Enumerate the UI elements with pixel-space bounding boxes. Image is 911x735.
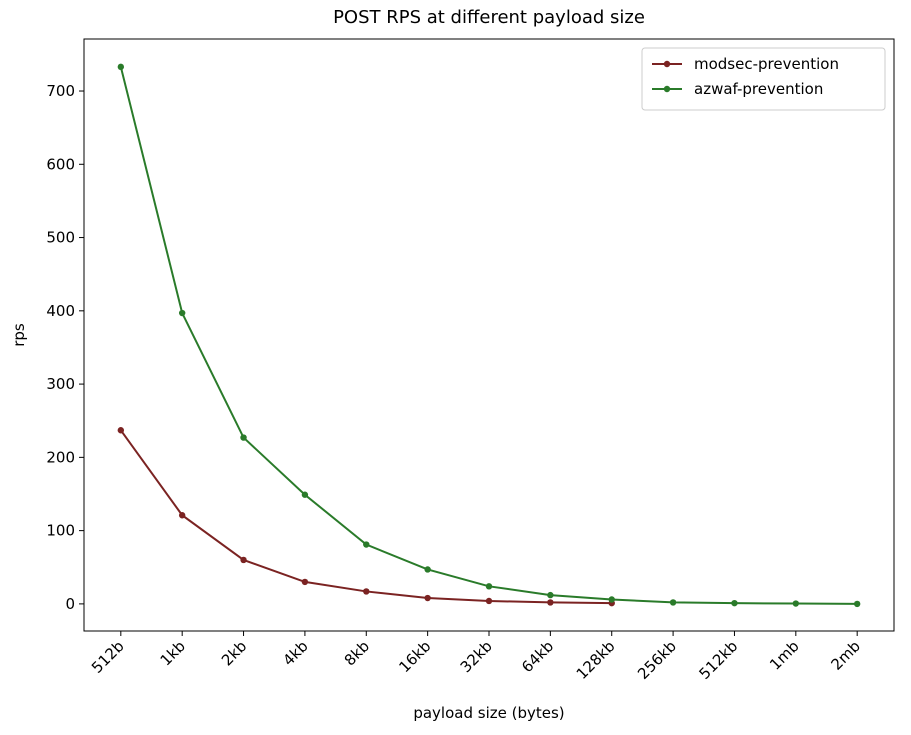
series-point [240,434,247,441]
series-point [117,63,125,71]
y-axis-label: rps [10,323,28,347]
series-point [547,591,554,599]
x-tick-label: 2kb [218,637,250,669]
series-point [485,597,493,605]
x-tick-label: 1kb [157,637,189,669]
legend-label: azwaf-prevention [694,80,823,98]
series-point [424,594,431,602]
x-tick-label: 4kb [279,637,311,669]
series-point [792,600,800,607]
legend-label: modsec-prevention [694,55,839,73]
legend-marker [663,85,671,93]
series-line [119,66,858,605]
series-point [731,599,738,607]
series-point [363,588,370,595]
series-point [424,566,431,573]
series-line [120,429,612,605]
x-tick-label: 64kb [518,637,557,676]
y-tick-label: 100 [46,522,75,540]
x-axis-label: payload size (bytes) [413,704,564,722]
x-tick-label: 32kb [457,637,496,676]
series-point [117,427,125,434]
y-tick-label: 400 [46,302,75,320]
y-tick-label: 300 [46,375,75,393]
x-tick-label: 8kb [341,637,373,669]
x-tick-label: 2mb [827,637,864,674]
series-point [363,541,370,548]
y-tick-label: 0 [65,595,75,613]
x-tick-label: 512b [88,637,128,677]
series-point [669,599,677,606]
series-point [301,491,309,498]
y-tick-label: 700 [46,82,75,100]
x-tick-label: 1mb [766,637,803,674]
x-tick-label: 16kb [395,637,434,676]
series-point [240,556,247,564]
x-tick-label: 256kb [634,637,680,683]
series-point [547,599,554,606]
x-tick-label: 512kb [695,637,741,683]
legend-marker [663,60,671,68]
x-tick-label: 128kb [573,637,619,683]
series-point [301,578,309,586]
plot-frame [83,38,895,632]
y-tick-label: 500 [46,229,75,247]
series-point [178,309,186,317]
series-point [485,583,493,590]
y-tick-label: 600 [46,155,75,173]
chart-title: POST RPS at different payload size [333,7,645,28]
series-point [608,596,615,603]
legend-box [641,47,886,111]
series-point [853,600,861,608]
y-tick-label: 200 [46,448,75,466]
series-point [178,512,186,519]
